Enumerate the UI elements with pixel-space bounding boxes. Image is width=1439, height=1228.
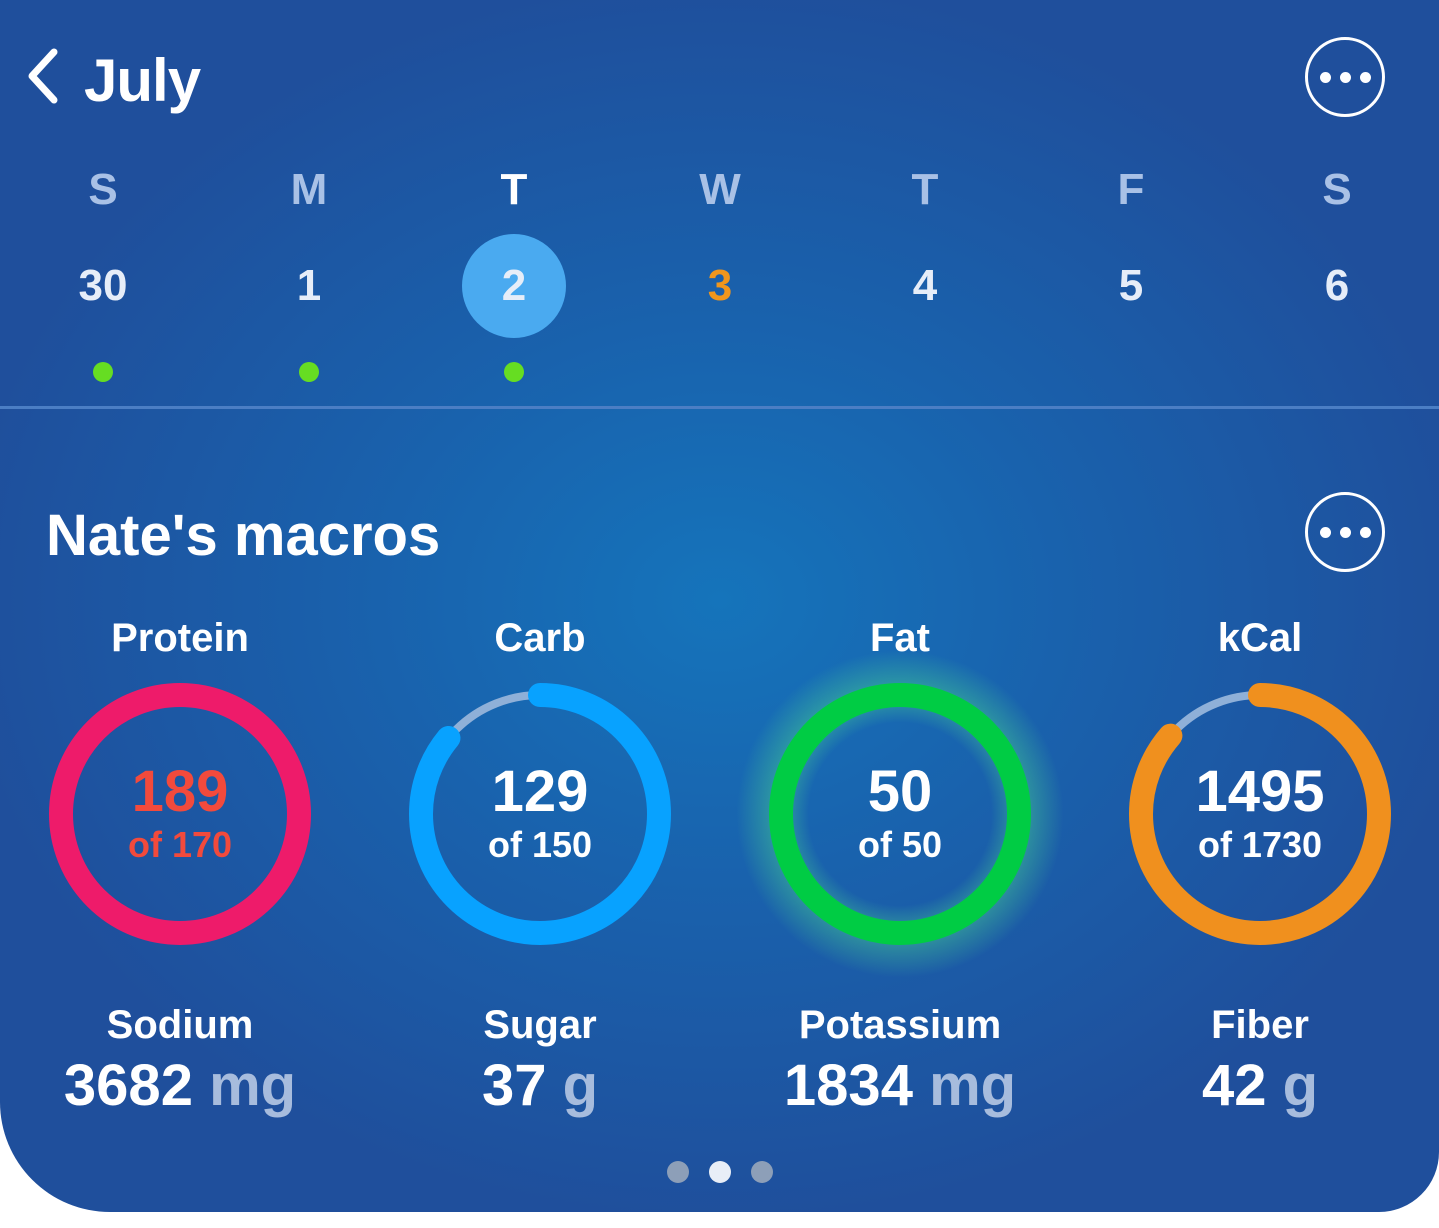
ring-center: 189 of 170	[40, 674, 320, 954]
nutrient-amount: 42	[1201, 1053, 1267, 1118]
macro-goal: of 50	[857, 824, 943, 865]
date-button[interactable]: 4	[873, 234, 977, 338]
macro-value: 1495	[1195, 759, 1325, 824]
weekday-label: S	[1322, 165, 1352, 214]
macro-label: Fat	[870, 616, 930, 660]
nutrient-value: 1834 mg	[720, 1050, 1080, 1122]
macro-label: kCal	[1217, 616, 1303, 660]
ring-center: 129 of 150	[400, 674, 680, 954]
logged-dot-icon	[504, 362, 524, 382]
date-button[interactable]: 5	[1079, 234, 1183, 338]
macro-carb[interactable]: Carb 129 of 150	[390, 610, 690, 954]
nutrient-amount: 3682	[63, 1053, 193, 1118]
date-number: 3	[707, 261, 733, 310]
progress-ring-icon	[1129, 683, 1391, 945]
weekday-label: F	[1117, 165, 1145, 214]
date-button[interactable]: 30	[51, 234, 155, 338]
macro-label: Carb	[494, 616, 586, 660]
month-title: July	[84, 47, 201, 114]
ring-center: 50 of 50	[760, 674, 1040, 954]
nutrient-label: Potassium	[798, 1003, 1002, 1047]
nutrient-label: Sodium	[106, 1003, 254, 1047]
ring-progress	[769, 683, 1031, 945]
date-button[interactable]: 6	[1285, 234, 1389, 338]
more-dots-icon	[1319, 526, 1331, 538]
logged-dot-icon	[299, 362, 319, 382]
nutrient-unit: mg	[929, 1053, 1017, 1118]
macros-title: Nate's macros	[46, 503, 441, 568]
date-number: 5	[1118, 261, 1144, 310]
macro-goal: of 170	[127, 824, 233, 865]
macro-value: 50	[867, 759, 933, 824]
date-button[interactable]: 1	[257, 234, 361, 338]
calendar-more-button[interactable]	[1305, 37, 1385, 117]
back-button[interactable]	[22, 44, 64, 108]
progress-ring-icon	[769, 683, 1031, 945]
page-dot[interactable]	[750, 1161, 773, 1183]
logged-dot-icon	[93, 362, 113, 382]
ring-progress	[49, 683, 311, 945]
weekday-label: T	[500, 165, 528, 214]
date-number: 30	[78, 261, 128, 310]
weekday-label: S	[88, 165, 118, 214]
nutrient-value: 3682 mg	[0, 1050, 360, 1122]
progress-ring-icon	[409, 683, 671, 945]
day-column[interactable]: S 30	[23, 160, 183, 382]
date-button[interactable]: 3	[668, 234, 772, 338]
more-dots-icon	[1319, 71, 1331, 83]
page-dot[interactable]	[666, 1161, 689, 1183]
macros-more-button[interactable]	[1305, 492, 1385, 572]
week-strip: S 30 M 1 T 2 W 3 T 4 F 5 S 6	[0, 160, 1439, 390]
nutrient-sodium: Sodium 3682 mg	[0, 1000, 360, 1122]
macro-ring[interactable]: 50 of 50	[730, 644, 1070, 984]
weekday-label: T	[911, 165, 939, 214]
macro-value: 189	[131, 759, 229, 824]
nutrient-label: Sugar	[483, 1003, 597, 1047]
weekday-label: M	[290, 165, 328, 214]
date-number: 2	[501, 261, 527, 310]
nutrient-amount: 37	[481, 1053, 547, 1118]
progress-ring-icon	[49, 683, 311, 945]
divider	[0, 406, 1439, 409]
chevron-left-icon	[28, 48, 58, 104]
date-button[interactable]: 2	[462, 234, 566, 338]
macro-kcal[interactable]: kCal 1495 of 1730	[1110, 610, 1410, 954]
nutrient-unit: g	[1282, 1053, 1319, 1118]
page-dot[interactable]	[708, 1161, 731, 1183]
macro-fat[interactable]: Fat 50 of 50	[730, 610, 1070, 984]
nutrient-value: 42 g	[1080, 1050, 1439, 1122]
macro-value: 129	[491, 759, 589, 824]
nutrient-value: 37 g	[360, 1050, 720, 1122]
date-number: 4	[912, 261, 938, 310]
macro-goal: of 1730	[1197, 824, 1323, 865]
ring-progress	[409, 683, 671, 945]
nutrient-label: Fiber	[1211, 1003, 1309, 1047]
macro-ring[interactable]: 189 of 170	[40, 674, 320, 954]
macro-label: Protein	[111, 616, 249, 660]
macro-protein[interactable]: Protein 189 of 170	[30, 610, 330, 954]
nutrient-fiber: Fiber 42 g	[1080, 1000, 1439, 1122]
nutrient-unit: mg	[209, 1053, 297, 1118]
macro-goal: of 150	[487, 824, 593, 865]
ring-progress	[1129, 683, 1391, 945]
date-number: 6	[1324, 261, 1350, 310]
weekday-label: W	[699, 165, 741, 214]
nutrient-unit: g	[562, 1053, 599, 1118]
page-indicator	[0, 1161, 1439, 1183]
macro-ring[interactable]: 1495 of 1730	[1120, 674, 1400, 954]
nutrient-potassium: Potassium 1834 mg	[720, 1000, 1080, 1122]
nutrient-amount: 1834	[783, 1053, 913, 1118]
ring-center: 1495 of 1730	[1120, 674, 1400, 954]
date-number: 1	[296, 261, 322, 310]
nutrient-sugar: Sugar 37 g	[360, 1000, 720, 1122]
macro-ring[interactable]: 129 of 150	[400, 674, 680, 954]
